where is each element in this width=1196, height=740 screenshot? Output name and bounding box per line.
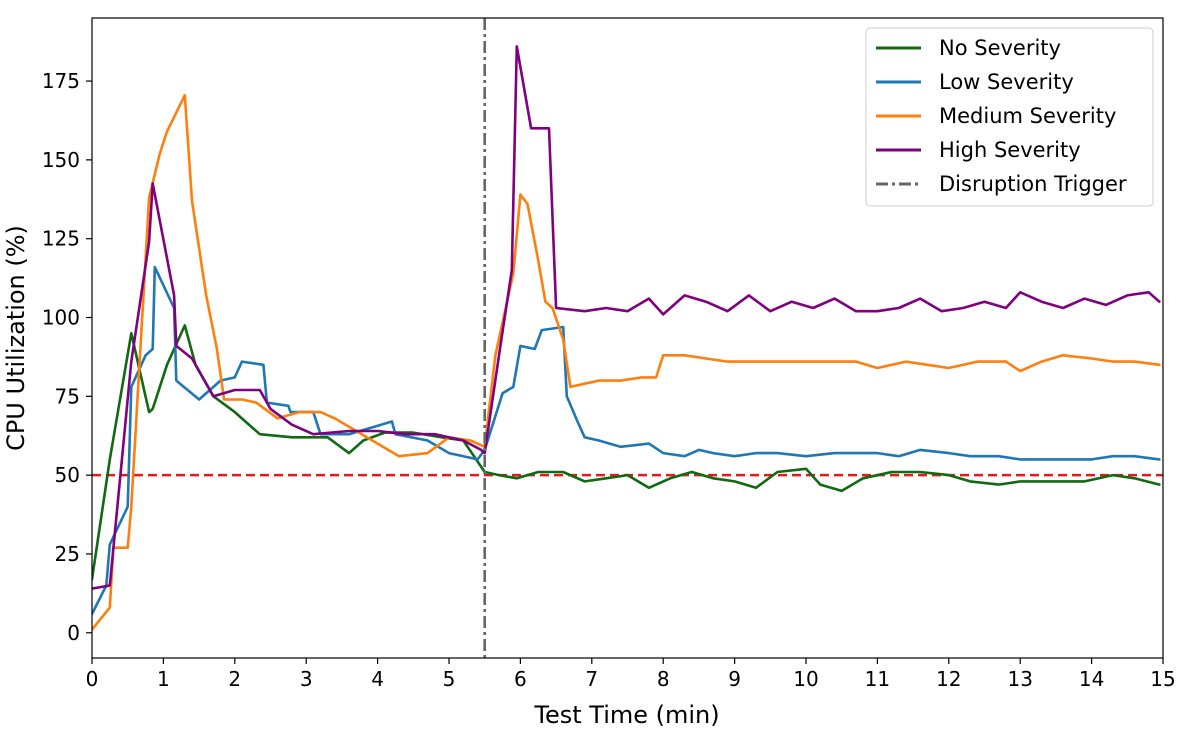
x-tick-label: 4: [371, 667, 384, 691]
x-tick-label: 15: [1150, 667, 1175, 691]
y-tick-label: 175: [42, 69, 80, 93]
legend-label-disruption-trigger: Disruption Trigger: [939, 172, 1127, 196]
x-tick-label: 10: [793, 667, 818, 691]
x-tick-label: 7: [585, 667, 598, 691]
y-tick-label: 125: [42, 227, 80, 251]
x-axis: 0 1 2 3 4 5 6 7 8 9 10 11 12 13 14 15: [86, 658, 1176, 691]
x-tick-label: 8: [657, 667, 670, 691]
x-tick-label: 1: [157, 667, 170, 691]
y-tick-label: 25: [55, 542, 80, 566]
x-tick-label: 12: [936, 667, 961, 691]
legend-label-medium-severity: Medium Severity: [939, 104, 1116, 128]
series-line-medium-severity: [92, 93, 1161, 631]
series-line-high-severity: [92, 45, 1161, 590]
x-tick-label: 13: [1007, 667, 1032, 691]
legend: No Severity Low Severity Medium Severity…: [865, 27, 1154, 207]
x-tick-label: 14: [1079, 667, 1104, 691]
series-layer: [92, 45, 1161, 631]
y-tick-label: 150: [42, 148, 80, 172]
x-tick-label: 6: [514, 667, 527, 691]
y-axis: 0 25 50 75 100 125 150 175: [42, 69, 92, 645]
x-tick-label: 9: [728, 667, 741, 691]
x-tick-label: 3: [300, 667, 313, 691]
y-tick-label: 75: [55, 384, 80, 408]
x-tick-label: 2: [228, 667, 241, 691]
legend-label-no-severity: No Severity: [939, 36, 1061, 60]
plot-area-frame: [91, 17, 1164, 659]
y-axis-label: CPU Utilization (%): [2, 225, 30, 451]
x-tick-label: 5: [443, 667, 456, 691]
legend-label-high-severity: High Severity: [939, 138, 1081, 162]
legend-label-low-severity: Low Severity: [939, 70, 1074, 94]
y-tick-label: 100: [42, 306, 80, 330]
x-tick-label: 11: [865, 667, 890, 691]
series-line-low-severity: [92, 265, 1161, 616]
x-tick-label: 0: [86, 667, 99, 691]
y-tick-label: 0: [67, 621, 80, 645]
y-tick-label: 50: [55, 463, 80, 487]
legend-box: [865, 27, 1154, 207]
x-axis-label: Test Time (min): [533, 701, 719, 729]
